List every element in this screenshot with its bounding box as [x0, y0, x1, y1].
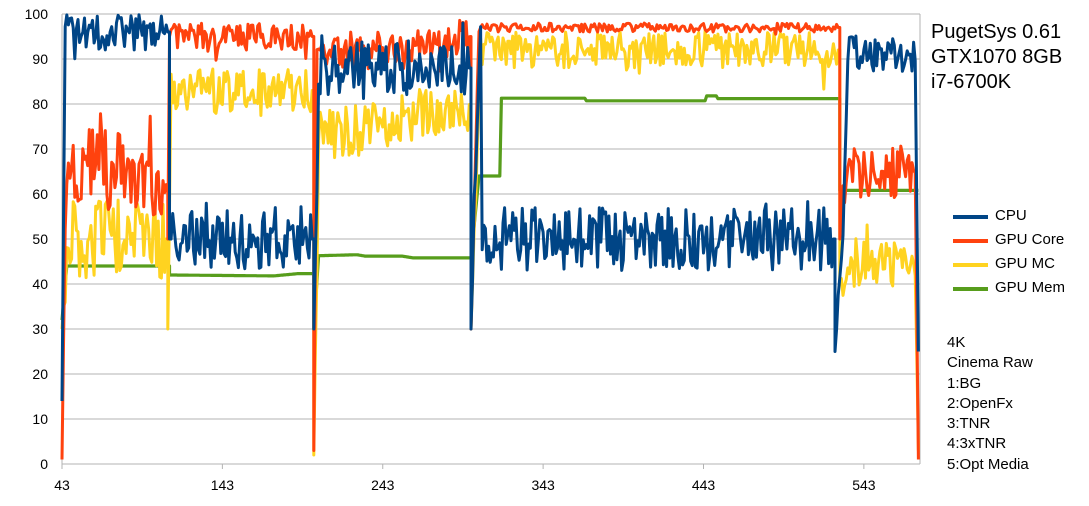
test-notes: 4K Cinema Raw 1:BG 2:OpenFx 3:TNR 4:3xTN… [947, 333, 1033, 475]
series-line-gpu-mc [60, 29, 920, 457]
note-step-5: 5:Opt Media [947, 455, 1029, 473]
legend-label-gpu-mc: GPU MC [995, 255, 1055, 272]
y-tick-label: 40 [32, 276, 48, 292]
y-axis-tick-labels: 0 10 20 30 40 50 60 70 80 90 100 [25, 6, 49, 472]
note-step-3: 3:TNR [947, 415, 991, 433]
y-tick-label: 100 [25, 6, 49, 22]
note-format: Cinema Raw [947, 354, 1033, 372]
y-tick-label: 50 [32, 231, 48, 247]
title-line-3: i7-6700K [931, 71, 1012, 93]
y-tick-label: 60 [32, 186, 48, 202]
y-tick-label: 30 [32, 321, 48, 337]
title-line-1: PugetSys 0.61 [931, 21, 1062, 43]
legend-swatch-cpu [953, 215, 988, 219]
note-step-1: 1:BG [947, 374, 982, 392]
series-line-gpu-core [60, 18, 920, 460]
x-axis-tick-labels: 43 143 243 343 443 543 [54, 477, 876, 493]
y-tick-label: 70 [32, 141, 48, 157]
legend-label-gpu-mem: GPU Mem [995, 279, 1066, 296]
title-line-2: GTX1070 8GB [931, 46, 1063, 68]
note-resolution: 4K [947, 334, 966, 351]
series-line-cpu [60, 13, 920, 402]
y-tick-label: 20 [32, 366, 48, 382]
x-tick-label: 543 [852, 477, 876, 493]
y-tick-label: 80 [32, 96, 48, 112]
note-step-4: 4:3xTNR [947, 435, 1007, 453]
note-step-2: 2:OpenFx [947, 394, 1013, 412]
plot-series [60, 13, 920, 460]
y-tick-label: 90 [32, 51, 48, 67]
legend-swatch-gpu-core [953, 239, 988, 243]
legend-label-gpu-core: GPU Core [995, 231, 1065, 248]
x-tick-label: 443 [692, 477, 716, 493]
x-tick-label: 243 [371, 477, 395, 493]
y-tick-label: 0 [40, 456, 48, 472]
legend-swatch-gpu-mem [953, 287, 988, 291]
series-line-gpu-mem [60, 94, 920, 331]
x-tick-label: 43 [54, 477, 70, 493]
legend-label-cpu: CPU [995, 207, 1027, 224]
legend-swatch-gpu-mc [953, 263, 988, 267]
y-tick-label: 10 [32, 411, 48, 427]
x-tick-label: 343 [531, 477, 555, 493]
x-tick-label: 143 [211, 477, 235, 493]
